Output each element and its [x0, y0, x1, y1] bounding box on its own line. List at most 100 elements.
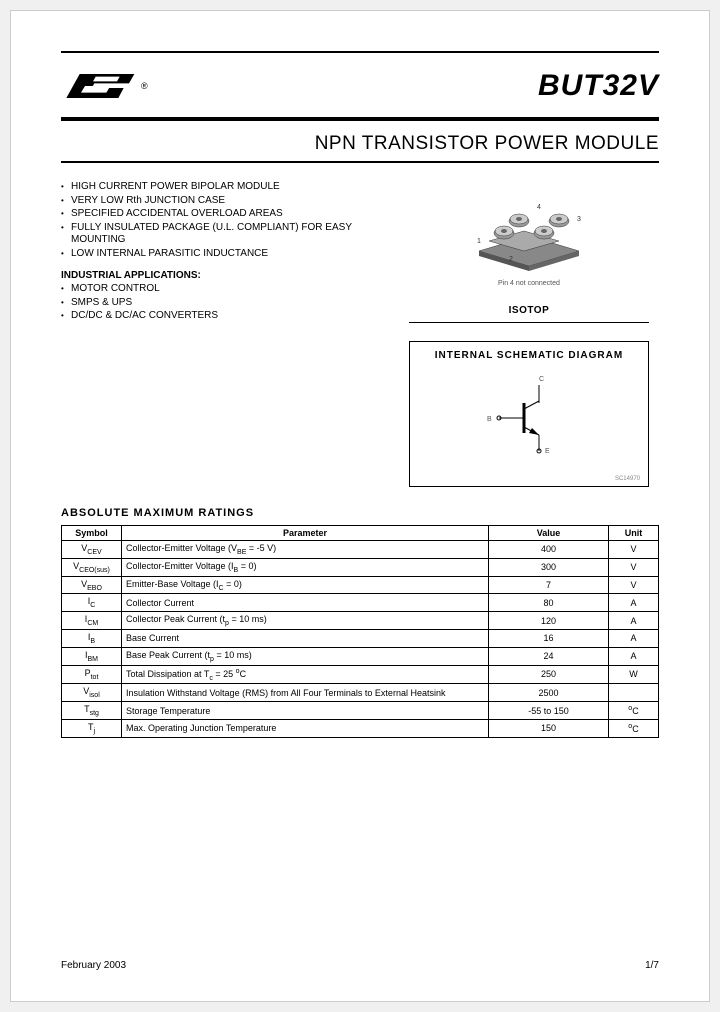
cell-value: 300: [489, 558, 609, 576]
footer-page: 1/7: [645, 960, 659, 971]
cell-unit: V: [609, 541, 659, 559]
application-item: MOTOR CONTROL: [61, 283, 379, 296]
cell-parameter: Max. Operating Junction Temperature: [122, 719, 489, 737]
cell-symbol: IB: [62, 629, 122, 647]
feature-item: HIGH CURRENT POWER BIPOLAR MODULE: [61, 181, 379, 194]
cell-value: 7: [489, 576, 609, 594]
title-rule: [61, 117, 659, 121]
cell-parameter: Collector-Emitter Voltage (IB = 0): [122, 558, 489, 576]
cell-unit: A: [609, 594, 659, 612]
content-columns: HIGH CURRENT POWER BIPOLAR MODULE VERY L…: [61, 181, 659, 487]
col-parameter: Parameter: [122, 526, 489, 541]
applications-list: MOTOR CONTROL SMPS & UPS DC/DC & DC/AC C…: [61, 283, 379, 323]
ratings-table: Symbol Parameter Value Unit VCEVCollecto…: [61, 525, 659, 738]
schematic-title: INTERNAL SCHEMATIC DIAGRAM: [418, 350, 640, 361]
table-row: VEBOEmitter-Base Voltage (IC = 0)7V: [62, 576, 659, 594]
cell-symbol: Tstg: [62, 702, 122, 720]
cell-parameter: Base Peak Current (tp = 10 ms): [122, 647, 489, 665]
schematic-ref: SC14970: [418, 476, 640, 482]
cell-parameter: Storage Temperature: [122, 702, 489, 720]
features-column: HIGH CURRENT POWER BIPOLAR MODULE VERY L…: [61, 181, 379, 487]
features-list: HIGH CURRENT POWER BIPOLAR MODULE VERY L…: [61, 181, 379, 260]
table-header-row: Symbol Parameter Value Unit: [62, 526, 659, 541]
pin-note: Pin 4 not connected: [399, 280, 659, 287]
cell-value: 24: [489, 647, 609, 665]
cell-unit: A: [609, 612, 659, 630]
cell-symbol: VEBO: [62, 576, 122, 594]
cell-parameter: Collector-Emitter Voltage (VBE = -5 V): [122, 541, 489, 559]
package-image: 1 2 3 4: [399, 191, 659, 276]
cell-parameter: Total Dissipation at Tc = 25 oC: [122, 665, 489, 684]
reg-mark: ®: [141, 81, 148, 91]
col-unit: Unit: [609, 526, 659, 541]
feature-item: LOW INTERNAL PARASITIC INDUCTANCE: [61, 248, 379, 261]
svg-text:2: 2: [509, 256, 513, 263]
feature-item: VERY LOW Rth JUNCTION CASE: [61, 195, 379, 208]
cell-parameter: Base Current: [122, 629, 489, 647]
cell-parameter: Collector Peak Current (tp = 10 ms): [122, 612, 489, 630]
feature-item: FULLY INSULATED PACKAGE (U.L. COMPLIANT)…: [61, 222, 379, 247]
cell-value: 150: [489, 719, 609, 737]
cell-symbol: Tj: [62, 719, 122, 737]
footer-date: February 2003: [61, 960, 126, 971]
cell-unit: V: [609, 576, 659, 594]
table-row: ICCollector Current80A: [62, 594, 659, 612]
table-row: VCEVCollector-Emitter Voltage (VBE = -5 …: [62, 541, 659, 559]
cell-value: 400: [489, 541, 609, 559]
package-column: 1 2 3 4 Pin 4 not connected ISOTOP INTER…: [399, 181, 659, 487]
cell-parameter: Emitter-Base Voltage (IC = 0): [122, 576, 489, 594]
application-item: DC/DC & DC/AC CONVERTERS: [61, 310, 379, 323]
table-row: TjMax. Operating Junction Temperature150…: [62, 719, 659, 737]
col-value: Value: [489, 526, 609, 541]
ratings-tbody: VCEVCollector-Emitter Voltage (VBE = -5 …: [62, 541, 659, 738]
cell-unit: A: [609, 629, 659, 647]
pin-b-label: B: [487, 416, 492, 423]
cell-value: 120: [489, 612, 609, 630]
svg-text:4: 4: [537, 204, 541, 211]
cell-value: 2500: [489, 684, 609, 702]
cell-unit: oC: [609, 702, 659, 720]
table-row: IBBase Current16A: [62, 629, 659, 647]
applications-heading: INDUSTRIAL APPLICATIONS:: [61, 270, 379, 281]
cell-unit: A: [609, 647, 659, 665]
cell-symbol: Visol: [62, 684, 122, 702]
cell-value: 80: [489, 594, 609, 612]
package-rule: [409, 322, 649, 323]
cell-parameter: Insulation Withstand Voltage (RMS) from …: [122, 684, 489, 702]
cell-parameter: Collector Current: [122, 594, 489, 612]
svg-text:3: 3: [577, 216, 581, 223]
table-row: VCEO(sus)Collector-Emitter Voltage (IB =…: [62, 558, 659, 576]
footer: February 2003 1/7: [61, 960, 659, 971]
schematic-box: INTERNAL SCHEMATIC DIAGRAM C B E SC14970: [409, 341, 649, 487]
cell-unit: W: [609, 665, 659, 684]
cell-value: 250: [489, 665, 609, 684]
top-rule: [61, 51, 659, 53]
st-logo: ®: [61, 61, 148, 111]
application-item: SMPS & UPS: [61, 297, 379, 310]
pin-c-label: C: [539, 376, 544, 383]
pin-e-label: E: [545, 448, 550, 455]
svg-text:1: 1: [477, 238, 481, 245]
cell-symbol: IC: [62, 594, 122, 612]
col-symbol: Symbol: [62, 526, 122, 541]
cell-symbol: Ptot: [62, 665, 122, 684]
sub-rule: [61, 161, 659, 163]
part-number: BUT32V: [538, 69, 659, 103]
table-row: VisolInsulation Withstand Voltage (RMS) …: [62, 684, 659, 702]
cell-symbol: ICM: [62, 612, 122, 630]
cell-value: -55 to 150: [489, 702, 609, 720]
cell-value: 16: [489, 629, 609, 647]
ratings-heading: ABSOLUTE MAXIMUM RATINGS: [61, 507, 659, 519]
page-title: NPN TRANSISTOR POWER MODULE: [61, 133, 659, 155]
table-row: IBMBase Peak Current (tp = 10 ms)24A: [62, 647, 659, 665]
feature-item: SPECIFIED ACCIDENTAL OVERLOAD AREAS: [61, 208, 379, 221]
table-row: ICMCollector Peak Current (tp = 10 ms)12…: [62, 612, 659, 630]
cell-symbol: IBM: [62, 647, 122, 665]
transistor-schematic-icon: C B E: [469, 373, 589, 463]
package-name: ISOTOP: [399, 305, 659, 316]
cell-unit: V: [609, 558, 659, 576]
cell-symbol: VCEO(sus): [62, 558, 122, 576]
st-logo-icon: [61, 61, 141, 111]
cell-unit: oC: [609, 719, 659, 737]
cell-unit: [609, 684, 659, 702]
